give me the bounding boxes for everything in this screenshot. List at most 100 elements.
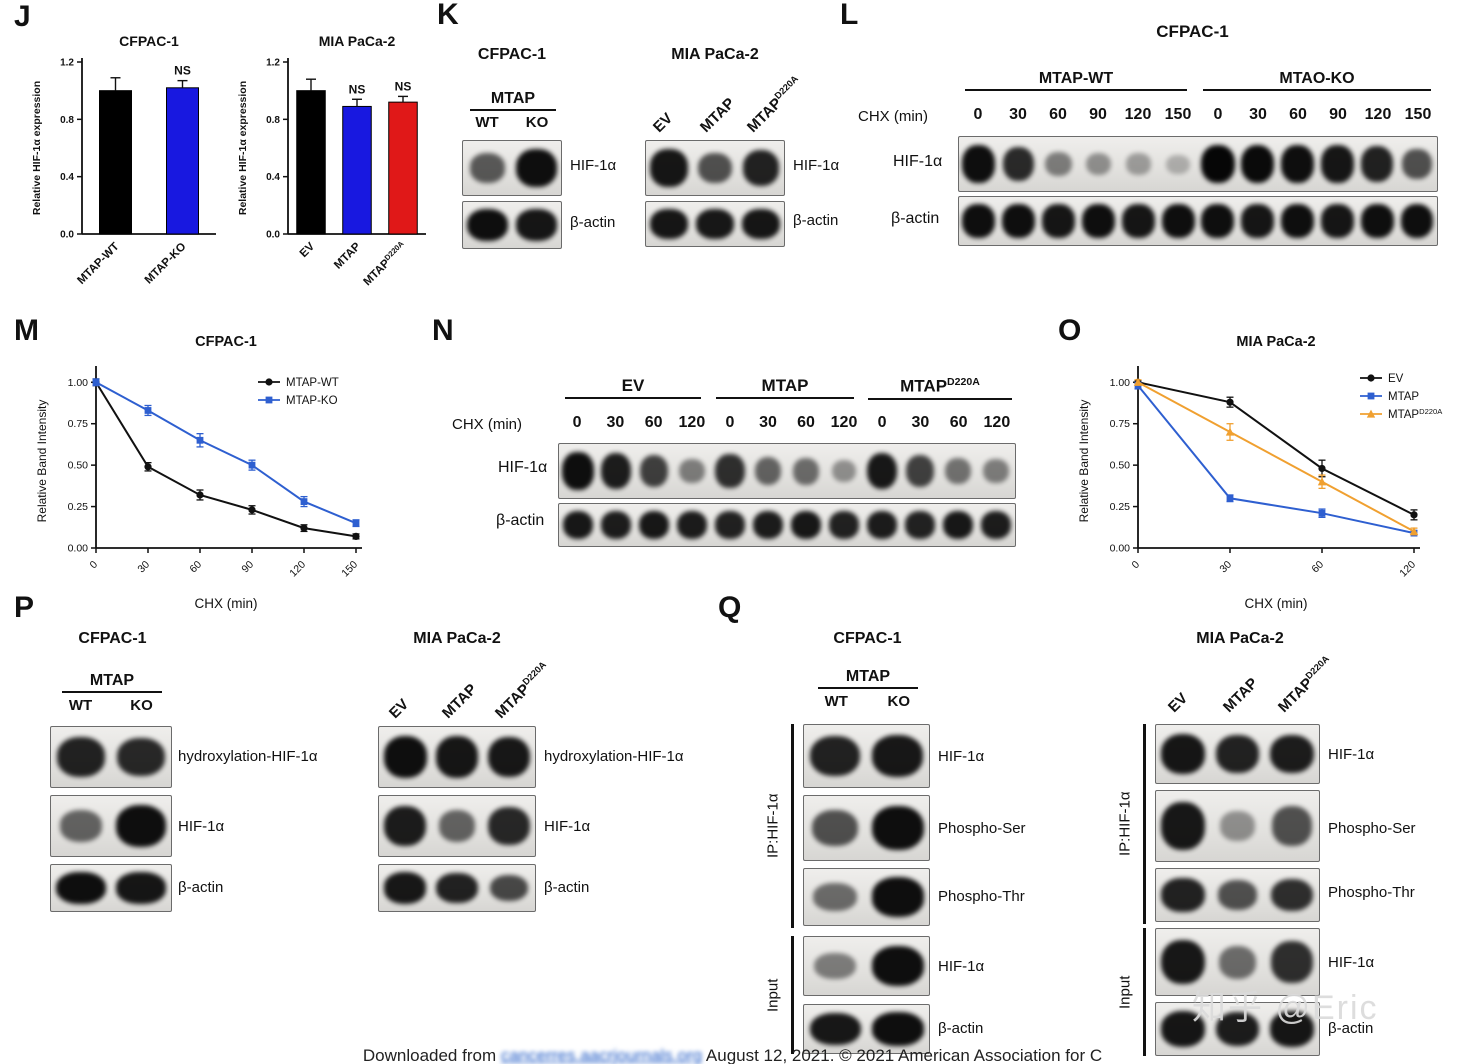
blot-lane [597,504,635,546]
blot-band [1402,148,1432,180]
y-tick-label: 0.25 [1110,501,1131,513]
row-label-hif1a: HIF-1α [570,157,617,174]
bar [388,101,418,235]
y-axis-label: Relative HIF-1α expression [31,81,43,215]
group-header-mtao-ko: MTAO-KO [1203,70,1431,91]
lane-label: 90 [1089,106,1107,123]
blot-lane [51,796,111,856]
blot-q2-input-hif1a [1155,928,1320,996]
blot-p2-hif1a [378,795,536,857]
blot-lane [738,202,784,246]
blot-band [438,810,476,842]
blot-band [871,805,924,851]
lane-label: MTAPD220A [491,659,548,722]
blot-lane [999,197,1039,245]
blot-lane [597,444,635,498]
blot-lane [867,937,930,995]
blot-lane [1156,791,1210,861]
y-tick-label: 0.4 [60,172,74,183]
y-axis-label: Relative HIF-1α expression [237,81,249,215]
blot-lane [1039,137,1079,191]
data-point [352,532,360,540]
lane-label: 120 [983,414,1011,431]
lane-label: 0 [572,414,582,431]
bar-chart-miapaca2: MIA PaCa-2 Relative HIF-1α expression 0.0 0… [232,28,438,314]
x-tick-label: 120 [1397,559,1418,580]
timepoints-n-mtap: 0 30 60 120 [711,414,863,432]
row-label-phospho-ser: Phospho-Ser [1328,820,1416,837]
blot-band [676,510,708,540]
blot-lane [999,137,1039,191]
lane-label: WT [824,693,848,710]
blot-q2-input-bactin [1155,1002,1320,1056]
blot-band [1201,204,1235,238]
blot-p1-hif1a [50,795,172,857]
blot-band [1241,204,1275,238]
group-header-mtap: MTAP [818,668,918,689]
lane-label: WT [475,114,499,131]
legend-entry: MTAPD220A [1388,407,1443,421]
blot-band [650,208,688,240]
blot-lane [1118,137,1158,191]
lane-label: 60 [1289,106,1307,123]
blot-band [1218,945,1257,979]
panel-letter-P: P [14,591,35,624]
blot-title-l: CFPAC-1 [1156,22,1229,41]
data-point [248,461,256,469]
blot-band [650,149,688,187]
lane-label: MTAPD220A [743,73,800,136]
blot-lane [863,444,901,498]
blot-lane [1265,1003,1319,1055]
lane-label: EV [1164,689,1191,716]
blot-band [600,452,632,490]
bar [296,90,326,235]
blot-lane [646,202,692,246]
series-line [95,381,357,538]
row-label-hydroxy: hydroxylation-HIF-1α [544,748,684,765]
blot-band [383,805,427,847]
lane-label: 0 [725,414,735,431]
blot-band [383,736,427,778]
line-chart-cfpac1-decay: CFPAC-1 Relative Band Intensity 0.00 0.25 0.… [30,328,380,620]
lane-label: 30 [606,414,625,431]
lane-labels-p1: WT KO [50,697,172,714]
blot-lane [692,202,738,246]
data-point [1409,527,1419,536]
blot-band [980,510,1012,540]
y-tick-label: 0.00 [68,543,89,555]
panel-letter-O: O [1058,314,1082,347]
blot-band [1281,145,1314,183]
ip-section-label: IP:HIF-1α [764,793,782,859]
blot-lane [804,869,867,925]
blot-band [1121,204,1155,238]
blot-lane [1357,197,1397,245]
y-tick-label: 1.00 [1110,377,1131,389]
row-label-hydroxy: hydroxylation-HIF-1α [178,748,318,765]
lane-label: 120 [678,414,706,431]
blot-band [905,455,935,487]
blot-lane [804,937,867,995]
line-chart-svg: CFPAC-1 Relative Band Intensity 0.00 0.25 0.… [35,334,362,611]
blot-band [1270,878,1314,912]
timepoints-n-ev: 0 30 60 120 [558,414,711,432]
blot-lane [463,202,512,248]
lane-label: 30 [1249,106,1267,123]
blot-lane [1317,197,1357,245]
blot-lane [1156,929,1210,995]
data-point [300,498,308,505]
y-tick-label: 0.8 [266,115,280,126]
blot-title-q-cfpac1: CFPAC-1 [833,630,902,647]
blot-band [983,458,1009,484]
footer-link[interactable]: cancerres.aacrjournals.org [500,1046,703,1064]
row-label-hif1a: HIF-1α [498,459,548,476]
x-tick-label: 0 [1130,559,1143,572]
blot-band [715,453,745,489]
blot-band [813,883,858,911]
blot-q1-phospho-ser [803,795,930,861]
lane-label: MTAP [696,94,739,136]
footer-prefix: Downloaded from [362,1046,501,1064]
lane-label: 60 [797,414,815,431]
blot-lane [512,141,561,195]
blot-band [1042,204,1075,238]
data-point [1366,409,1376,418]
